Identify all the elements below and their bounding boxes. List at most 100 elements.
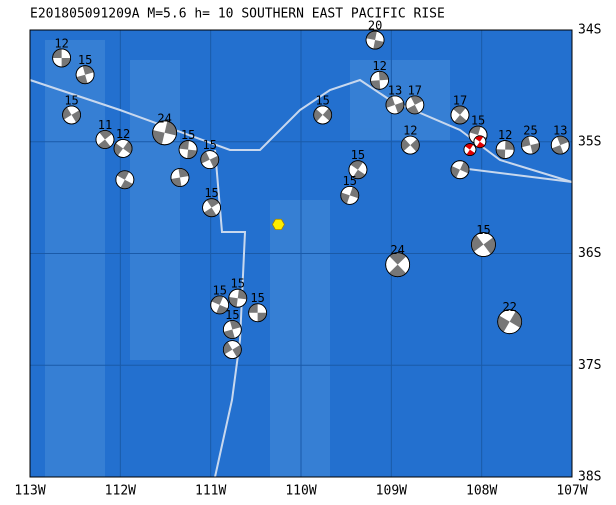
beachball — [113, 139, 133, 158]
beachball-quadrant — [406, 104, 419, 114]
depth-label: 12 — [372, 59, 386, 73]
beachball-quadrant — [206, 198, 220, 208]
depth-label: 13 — [553, 124, 567, 138]
depth-label: 15 — [203, 138, 217, 152]
beachball-quadrant — [474, 135, 484, 142]
lon-tick-label: 109W — [376, 484, 407, 499]
depth-label: 15 — [476, 223, 490, 237]
beachball — [370, 70, 389, 90]
beachball-quadrant — [179, 140, 189, 150]
beachball — [495, 140, 515, 159]
beachball-outline — [450, 105, 470, 125]
beachball-quadrant — [401, 138, 411, 152]
beachball-quadrant — [152, 130, 165, 145]
depth-label: 15 — [343, 174, 357, 188]
beachball — [62, 105, 81, 125]
beachball-quadrant — [350, 160, 363, 170]
beachball — [450, 105, 470, 125]
beachball-outline — [313, 105, 333, 125]
beachball-quadrant — [200, 151, 210, 164]
beachball-quadrant — [483, 237, 496, 255]
plate-boundary — [459, 167, 573, 183]
beachball-outline — [222, 320, 242, 339]
lon-tick-label: 111W — [195, 484, 226, 499]
beachball-quadrant — [209, 155, 219, 168]
beachball-outline — [178, 140, 198, 159]
beachball — [170, 168, 190, 187]
beachball-quadrant — [171, 177, 182, 187]
beachball-quadrant — [232, 344, 242, 358]
beachball — [450, 160, 470, 180]
beachball-outline — [115, 170, 135, 190]
depth-label: 15 — [225, 308, 239, 322]
beachball-outline — [385, 252, 411, 278]
beachball-quadrant — [97, 139, 111, 149]
beachball — [497, 309, 523, 335]
beachball — [463, 143, 477, 156]
lon-tick-label: 110W — [285, 484, 316, 499]
lat-tick-label: 34S — [578, 23, 601, 38]
beachball-outline — [228, 288, 248, 308]
beachball-outline — [210, 295, 230, 315]
beachball-quadrant — [389, 264, 407, 277]
beachball — [52, 48, 72, 68]
beachball — [473, 135, 487, 149]
beachball-quadrant — [370, 80, 381, 90]
beachball-outline — [62, 105, 81, 125]
depth-label: 15 — [231, 277, 245, 291]
depth-label: 15 — [64, 93, 78, 107]
beachball — [348, 160, 368, 180]
beachball — [550, 135, 570, 155]
beachball — [222, 320, 242, 339]
plate-boundary — [214, 149, 247, 478]
beachball-outline — [473, 135, 487, 149]
depth-label: 15 — [315, 93, 329, 107]
beachball-quadrant — [322, 108, 332, 121]
beachball — [202, 198, 221, 218]
beachball-quadrant — [352, 169, 366, 179]
depth-label: 15 — [471, 114, 485, 128]
beachball-quadrant — [459, 161, 469, 174]
beachball-quadrant — [464, 143, 474, 150]
beachball-outline — [521, 135, 540, 155]
beachball-quadrant — [373, 40, 384, 50]
beachball-quadrant — [228, 297, 238, 308]
depth-label: 11 — [98, 118, 112, 132]
depth-label: 15 — [204, 186, 218, 200]
beachball-quadrant — [178, 168, 189, 178]
beachball-quadrant — [410, 139, 420, 152]
lat-tick-label: 35S — [578, 134, 601, 149]
beachball-outline — [248, 303, 268, 323]
beachball — [248, 303, 268, 323]
beachball-quadrant — [223, 341, 233, 355]
depth-label: 20 — [368, 19, 382, 33]
beachball — [228, 288, 248, 308]
beachball-quadrant — [509, 311, 522, 328]
beachball-quadrant — [496, 149, 506, 159]
beachball — [471, 232, 496, 257]
depth-label: 13 — [388, 83, 402, 97]
depth-label: 15 — [78, 53, 92, 67]
beachball-quadrant — [476, 141, 485, 148]
beachball-quadrant — [410, 95, 423, 105]
beachball-quadrant — [471, 234, 484, 252]
beachball — [365, 30, 385, 50]
lat-tick-label: 37S — [578, 358, 601, 373]
beachball-outline — [463, 143, 477, 156]
lat-tick-label: 38S — [578, 470, 601, 485]
beachball — [210, 295, 230, 315]
beachball-quadrant — [248, 303, 258, 313]
beachball — [95, 130, 115, 149]
beachball-quadrant — [164, 121, 177, 136]
beachball-quadrant — [52, 48, 62, 58]
depth-label: 15 — [212, 283, 226, 297]
depth-label: 22 — [502, 300, 516, 314]
beachball — [115, 170, 135, 190]
lon-tick-label: 113W — [14, 484, 45, 499]
beachball-quadrant — [521, 136, 531, 148]
beachball-quadrant — [187, 149, 198, 159]
depth-label: 12 — [116, 127, 130, 141]
beachball-outline — [497, 309, 523, 335]
beachball — [385, 252, 411, 278]
depth-label: 15 — [351, 148, 365, 162]
